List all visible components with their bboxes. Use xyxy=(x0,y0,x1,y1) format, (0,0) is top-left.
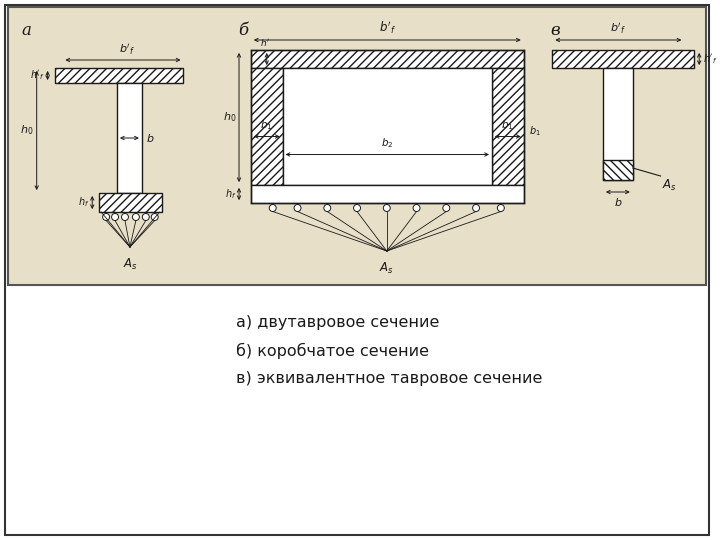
Text: $b_2$: $b_2$ xyxy=(381,137,394,151)
Circle shape xyxy=(472,205,480,212)
Text: $A_s$: $A_s$ xyxy=(122,257,138,272)
Circle shape xyxy=(443,205,450,212)
Circle shape xyxy=(103,213,109,220)
Circle shape xyxy=(151,213,158,220)
Bar xyxy=(99,193,162,212)
Text: $b'_f$: $b'_f$ xyxy=(379,19,396,36)
Bar xyxy=(99,193,162,212)
Bar xyxy=(492,68,523,185)
Text: б: б xyxy=(238,22,248,39)
Circle shape xyxy=(324,205,330,212)
Text: $b$: $b$ xyxy=(145,132,154,144)
Text: $h_f$: $h_f$ xyxy=(225,187,236,201)
Text: б) коробчатое сечение: б) коробчатое сечение xyxy=(236,343,429,359)
Text: $b_1$: $b_1$ xyxy=(261,119,273,132)
Circle shape xyxy=(269,205,276,212)
Text: в) эквивалентное тавровое сечение: в) эквивалентное тавровое сечение xyxy=(236,371,542,386)
Text: $h_f$: $h_f$ xyxy=(78,195,89,210)
Circle shape xyxy=(122,213,128,220)
Text: $h_0$: $h_0$ xyxy=(20,124,34,137)
Polygon shape xyxy=(603,160,633,180)
Text: $h'$: $h'$ xyxy=(260,37,270,48)
Bar xyxy=(117,83,142,193)
Circle shape xyxy=(354,205,361,212)
Text: $A_s$: $A_s$ xyxy=(662,178,678,193)
Bar xyxy=(603,68,633,180)
Text: $b'_f$: $b'_f$ xyxy=(119,42,135,57)
Circle shape xyxy=(498,205,504,212)
Bar xyxy=(8,7,706,285)
Bar xyxy=(283,68,492,185)
Text: $h'_f$: $h'_f$ xyxy=(703,52,718,66)
Text: $A_s$: $A_s$ xyxy=(379,261,394,276)
Text: a: a xyxy=(22,22,32,39)
Bar xyxy=(552,50,694,68)
Text: $h'_f$: $h'_f$ xyxy=(30,69,45,83)
Text: $b_1$: $b_1$ xyxy=(502,119,514,132)
Bar xyxy=(55,68,184,83)
Bar xyxy=(251,68,283,185)
Text: в: в xyxy=(550,22,560,39)
Bar xyxy=(251,68,283,185)
Text: $b_1$: $b_1$ xyxy=(528,125,541,138)
Bar xyxy=(492,68,523,185)
Circle shape xyxy=(112,213,119,220)
Circle shape xyxy=(143,213,149,220)
Circle shape xyxy=(413,205,420,212)
Bar xyxy=(55,68,184,83)
Circle shape xyxy=(383,205,390,212)
Bar xyxy=(251,50,523,68)
Text: а) двутавровое сечение: а) двутавровое сечение xyxy=(236,315,439,330)
Circle shape xyxy=(132,213,140,220)
Bar xyxy=(251,185,523,203)
Circle shape xyxy=(294,205,301,212)
Text: $b$: $b$ xyxy=(613,196,622,208)
Bar xyxy=(552,50,694,68)
Text: $b'_f$: $b'_f$ xyxy=(611,21,626,36)
Bar xyxy=(251,50,523,68)
Text: $h_0$: $h_0$ xyxy=(222,111,236,124)
